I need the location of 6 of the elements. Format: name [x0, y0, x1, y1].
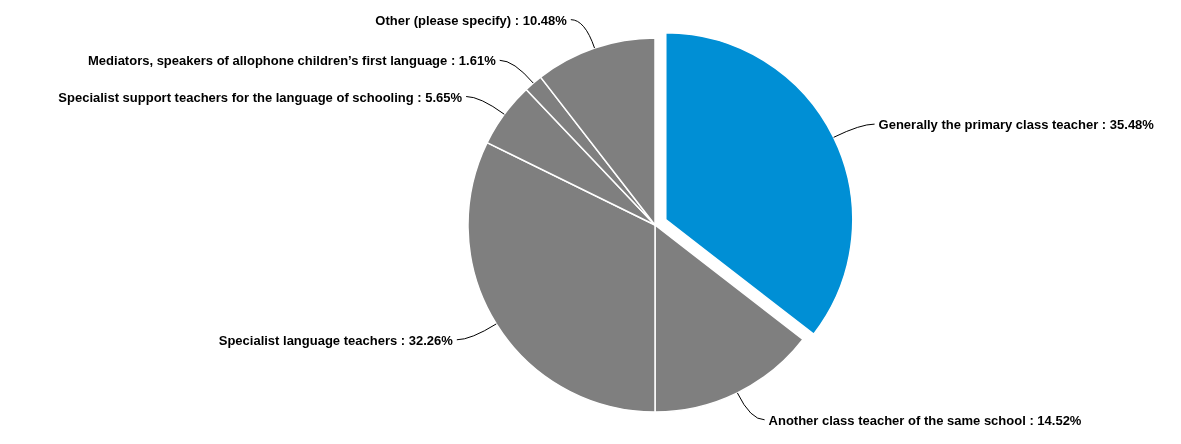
slice-label: Mediators, speakers of allophone children’s first language : 1.61% [88, 52, 497, 68]
slice-label: Specialist language teachers : 32.26% [218, 332, 454, 348]
slice-label: Generally the primary class teacher : 35.48% [878, 116, 1155, 132]
slice-label: Another class teacher of the same school : 14.52% [768, 412, 1082, 428]
slice-label: Other (please specify) : 10.48% [375, 12, 568, 28]
slice-label: Specialist support teachers for the language of schooling : 5.65% [58, 89, 463, 105]
